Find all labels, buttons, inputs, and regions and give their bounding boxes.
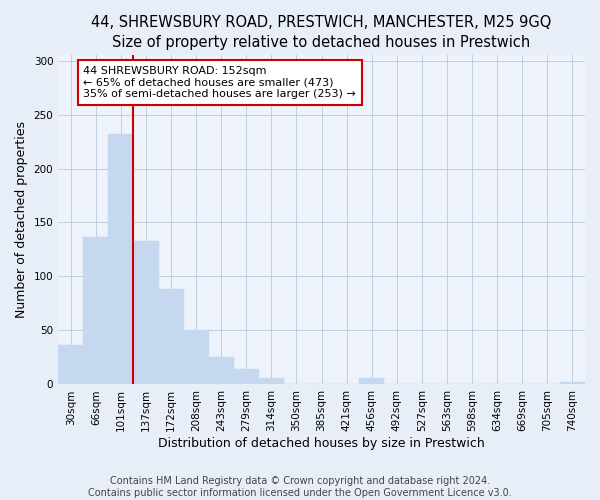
Bar: [359, 378, 385, 384]
Bar: [560, 382, 585, 384]
Title: 44, SHREWSBURY ROAD, PRESTWICH, MANCHESTER, M25 9GQ
Size of property relative to: 44, SHREWSBURY ROAD, PRESTWICH, MANCHEST…: [91, 15, 552, 50]
Bar: [234, 370, 259, 384]
Bar: [158, 290, 184, 384]
Bar: [83, 236, 109, 384]
Text: Contains HM Land Registry data © Crown copyright and database right 2024.
Contai: Contains HM Land Registry data © Crown c…: [88, 476, 512, 498]
Bar: [58, 344, 83, 385]
Bar: [184, 330, 209, 384]
Bar: [133, 241, 158, 384]
X-axis label: Distribution of detached houses by size in Prestwich: Distribution of detached houses by size …: [158, 437, 485, 450]
Text: 44 SHREWSBURY ROAD: 152sqm
← 65% of detached houses are smaller (473)
35% of sem: 44 SHREWSBURY ROAD: 152sqm ← 65% of deta…: [83, 66, 356, 99]
Bar: [109, 134, 133, 384]
Y-axis label: Number of detached properties: Number of detached properties: [15, 122, 28, 318]
Bar: [209, 358, 234, 384]
Bar: [259, 378, 284, 384]
